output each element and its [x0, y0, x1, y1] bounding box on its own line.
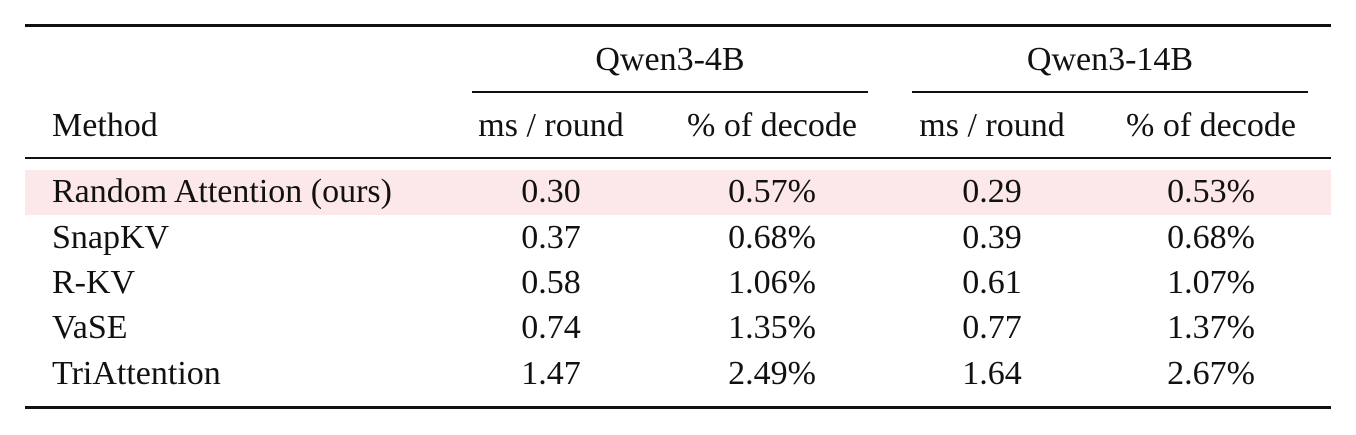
- group-header: Qwen3-14B: [1026, 41, 1194, 78]
- mid-rule: [25, 157, 1331, 159]
- method-cell: R-KV: [52, 264, 136, 301]
- value-cell: 1.37%: [1167, 309, 1255, 346]
- value-cell: 0.57%: [728, 173, 816, 210]
- value-cell: 1.64: [962, 355, 1022, 392]
- value-cell: 0.68%: [728, 219, 816, 256]
- bottom-rule: [25, 406, 1331, 409]
- value-cell: 2.67%: [1167, 355, 1255, 392]
- value-cell: 0.39: [962, 219, 1022, 256]
- group-rule: [912, 91, 1308, 93]
- column-header: % of decode: [687, 107, 857, 144]
- column-header: Method: [52, 107, 158, 144]
- value-cell: 0.29: [962, 173, 1022, 210]
- method-cell: Random Attention (ours): [52, 173, 392, 210]
- highlight-row: [25, 170, 1331, 215]
- method-cell: VaSE: [52, 309, 128, 346]
- value-cell: 0.68%: [1167, 219, 1255, 256]
- value-cell: 0.58: [521, 264, 581, 301]
- value-cell: 2.49%: [728, 355, 816, 392]
- column-header: ms / round: [919, 107, 1065, 144]
- value-cell: 0.61: [962, 264, 1022, 301]
- value-cell: 0.77: [962, 309, 1022, 346]
- top-rule: [25, 24, 1331, 27]
- value-cell: 0.74: [521, 309, 581, 346]
- value-cell: 0.37: [521, 219, 581, 256]
- column-header: ms / round: [478, 107, 624, 144]
- group-rule: [472, 91, 868, 93]
- group-header: Qwen3-4B: [595, 41, 745, 78]
- value-cell: 0.53%: [1167, 173, 1255, 210]
- value-cell: 1.47: [521, 355, 581, 392]
- value-cell: 0.30: [521, 173, 581, 210]
- method-cell: TriAttention: [52, 355, 221, 392]
- value-cell: 1.06%: [728, 264, 816, 301]
- column-header: % of decode: [1126, 107, 1296, 144]
- value-cell: 1.35%: [728, 309, 816, 346]
- method-cell: SnapKV: [52, 219, 170, 256]
- value-cell: 1.07%: [1167, 264, 1255, 301]
